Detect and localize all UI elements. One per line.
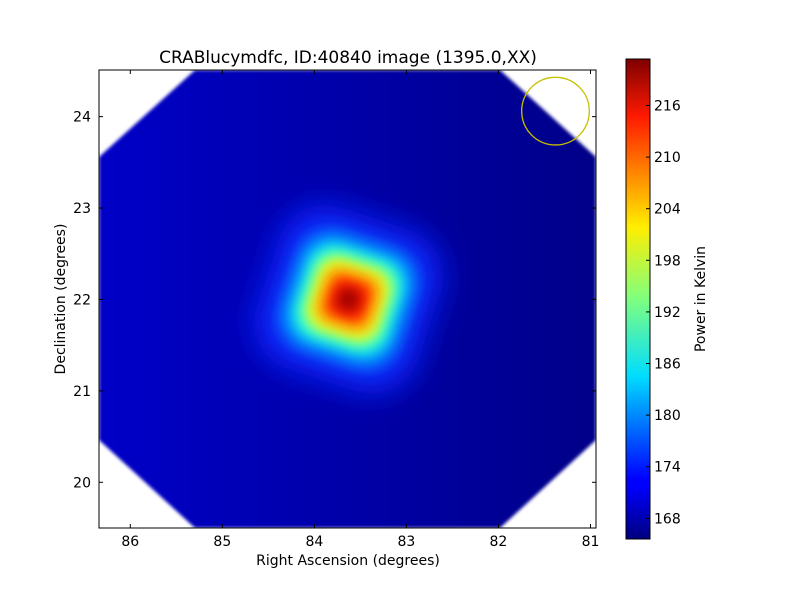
colorbar-label: Power in Kelvin	[693, 246, 709, 352]
colorbar-tick-label: 210	[654, 150, 681, 166]
colorbar-tick-label: 192	[654, 305, 681, 321]
x-tick-label: 85	[213, 534, 231, 550]
heatmap-image	[99, 70, 596, 528]
y-tick-label: 23	[73, 201, 91, 217]
x-tick-label: 83	[397, 534, 415, 550]
y-tick-label: 22	[73, 292, 91, 308]
x-tick-label: 81	[582, 534, 600, 550]
colorbar-tick-label: 186	[654, 357, 681, 373]
x-axis-label: Right Ascension (degrees)	[256, 553, 440, 569]
colorbar	[625, 58, 651, 540]
y-tick-label: 24	[73, 110, 91, 126]
chart-title: CRABlucymdfc, ID:40840 image (1395.0,XX)	[159, 48, 537, 68]
x-tick-label: 82	[490, 534, 508, 550]
colorbar-tick-label: 204	[654, 202, 681, 218]
colorbar-tick-label: 174	[654, 460, 681, 476]
y-axis-label: Declination (degrees)	[53, 224, 69, 375]
colorbar-tick-label: 180	[654, 408, 681, 424]
marker-circle	[521, 76, 590, 146]
blob-level-6	[336, 287, 361, 312]
colorbar-tick-label: 168	[654, 511, 681, 527]
colorbar-tick-label: 216	[654, 98, 681, 114]
x-tick-label: 86	[121, 534, 139, 550]
source-blob	[253, 204, 444, 395]
x-tick-label: 84	[305, 534, 323, 550]
colorbar-tick-label: 198	[654, 253, 681, 269]
y-tick-label: 21	[73, 384, 91, 400]
y-tick-label: 20	[73, 475, 91, 491]
